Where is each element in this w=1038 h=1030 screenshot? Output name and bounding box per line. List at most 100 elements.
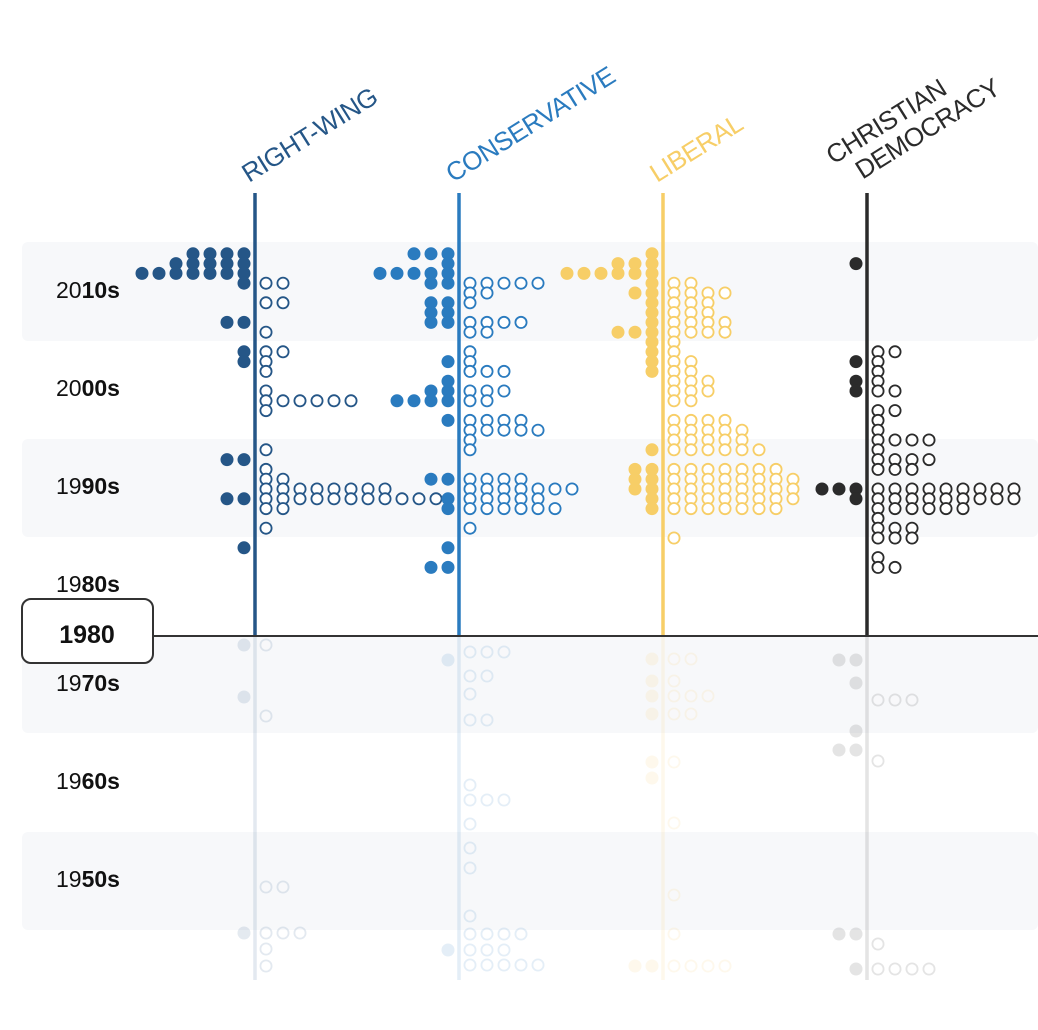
hollow-dot — [497, 315, 511, 329]
filled-dot — [441, 413, 455, 427]
decade-label: 1970s — [56, 670, 120, 696]
hollow-dot — [888, 502, 902, 516]
ghost-filled-dot — [645, 707, 659, 721]
ghost-hollow-dot — [667, 674, 681, 688]
hollow-dot — [463, 394, 477, 408]
ghost-hollow-dot — [497, 645, 511, 659]
hollow-dot — [259, 502, 273, 516]
column-headers: RIGHT-WING CONSERVATIVE LIBERAL CHRISTIANDE… — [236, 60, 1006, 188]
hollow-dot — [939, 502, 953, 516]
filled-dot — [628, 286, 642, 300]
ghost-hollow-dot — [871, 754, 885, 768]
ghost-hollow-dot — [718, 959, 732, 973]
hollow-dot — [752, 502, 766, 516]
decade-label: 1990s — [56, 473, 120, 499]
hollow-dot — [497, 384, 511, 398]
filled-dot — [441, 266, 455, 280]
ghost-filled-dot — [832, 653, 846, 667]
ghost-hollow-dot — [497, 793, 511, 807]
year-badge[interactable] — [21, 598, 154, 664]
decade-label: 2010s — [56, 277, 120, 303]
hollow-dot — [327, 492, 341, 506]
ghost-filled-dot — [645, 689, 659, 703]
hollow-dot — [718, 443, 732, 457]
ghost-hollow-dot — [684, 959, 698, 973]
hollow-dot — [514, 315, 528, 329]
filled-dot — [611, 257, 625, 271]
hollow-dot — [701, 443, 715, 457]
hollow-dot — [259, 325, 273, 339]
ghost-hollow-dot — [259, 942, 273, 956]
filled-dot — [220, 453, 234, 467]
hollow-dot — [259, 296, 273, 310]
filled-dot — [135, 266, 149, 280]
filled-dot — [152, 266, 166, 280]
ghost-hollow-dot — [667, 816, 681, 830]
hollow-dot — [905, 502, 919, 516]
filled-dot — [645, 247, 659, 261]
filled-dot — [560, 266, 574, 280]
filled-dot — [594, 266, 608, 280]
year-cursor[interactable]: 1980 — [21, 598, 1038, 664]
hollow-dot — [276, 276, 290, 290]
filled-dot — [186, 266, 200, 280]
ghost-hollow-dot — [463, 687, 477, 701]
filled-dot — [237, 257, 251, 271]
ghost-hollow-dot — [480, 793, 494, 807]
ghost-hollow-dot — [276, 880, 290, 894]
ghost-hollow-dot — [871, 962, 885, 976]
ghost-filled-dot — [849, 653, 863, 667]
ghost-hollow-dot — [276, 926, 290, 940]
filled-dot — [424, 247, 438, 261]
ghost-hollow-dot — [667, 652, 681, 666]
column-header-label: LIBERAL — [644, 108, 748, 188]
ghost-hollow-dot — [463, 817, 477, 831]
hollow-dot — [684, 502, 698, 516]
hollow-dot — [480, 423, 494, 437]
filled-dot — [424, 315, 438, 329]
filled-dot — [220, 492, 234, 506]
filled-dot — [645, 315, 659, 329]
filled-dot — [815, 482, 829, 496]
ghost-hollow-dot — [463, 713, 477, 727]
hollow-dot — [548, 502, 562, 516]
hollow-dot — [888, 404, 902, 418]
ghost-hollow-dot — [667, 707, 681, 721]
ghost-filled-dot — [849, 724, 863, 738]
filled-dot — [220, 315, 234, 329]
ghost-hollow-dot — [463, 927, 477, 941]
ghost-hollow-dot — [259, 880, 273, 894]
ghost-hollow-dot — [259, 709, 273, 723]
hollow-dot — [718, 502, 732, 516]
hollow-dot — [276, 394, 290, 408]
hollow-dot — [871, 384, 885, 398]
ghost-hollow-dot — [463, 793, 477, 807]
hollow-dot — [769, 502, 783, 516]
filled-dot — [203, 266, 217, 280]
hollow-dot — [701, 502, 715, 516]
hollow-dot — [667, 502, 681, 516]
filled-dot — [628, 472, 642, 486]
hollow-dot — [786, 492, 800, 506]
ghost-hollow-dot — [259, 926, 273, 940]
hollow-dot — [735, 502, 749, 516]
column-header-cons: CONSERVATIVE — [440, 60, 620, 188]
decade-label: 1950s — [56, 866, 120, 892]
ghost-filled-dot — [832, 927, 846, 941]
ghost-hollow-dot — [463, 958, 477, 972]
ghost-hollow-dot — [888, 693, 902, 707]
filled-dot — [169, 257, 183, 271]
hollow-dot — [565, 482, 579, 496]
decade-band — [22, 635, 1038, 733]
hollow-dot — [378, 492, 392, 506]
ghost-filled-dot — [645, 674, 659, 688]
filled-dot — [373, 266, 387, 280]
ghost-hollow-dot — [667, 959, 681, 973]
ghost-hollow-dot — [259, 959, 273, 973]
hollow-dot — [684, 443, 698, 457]
ghost-hollow-dot — [463, 909, 477, 923]
hollow-dot — [888, 531, 902, 545]
filled-dot — [645, 276, 659, 290]
filled-dot — [424, 306, 438, 320]
